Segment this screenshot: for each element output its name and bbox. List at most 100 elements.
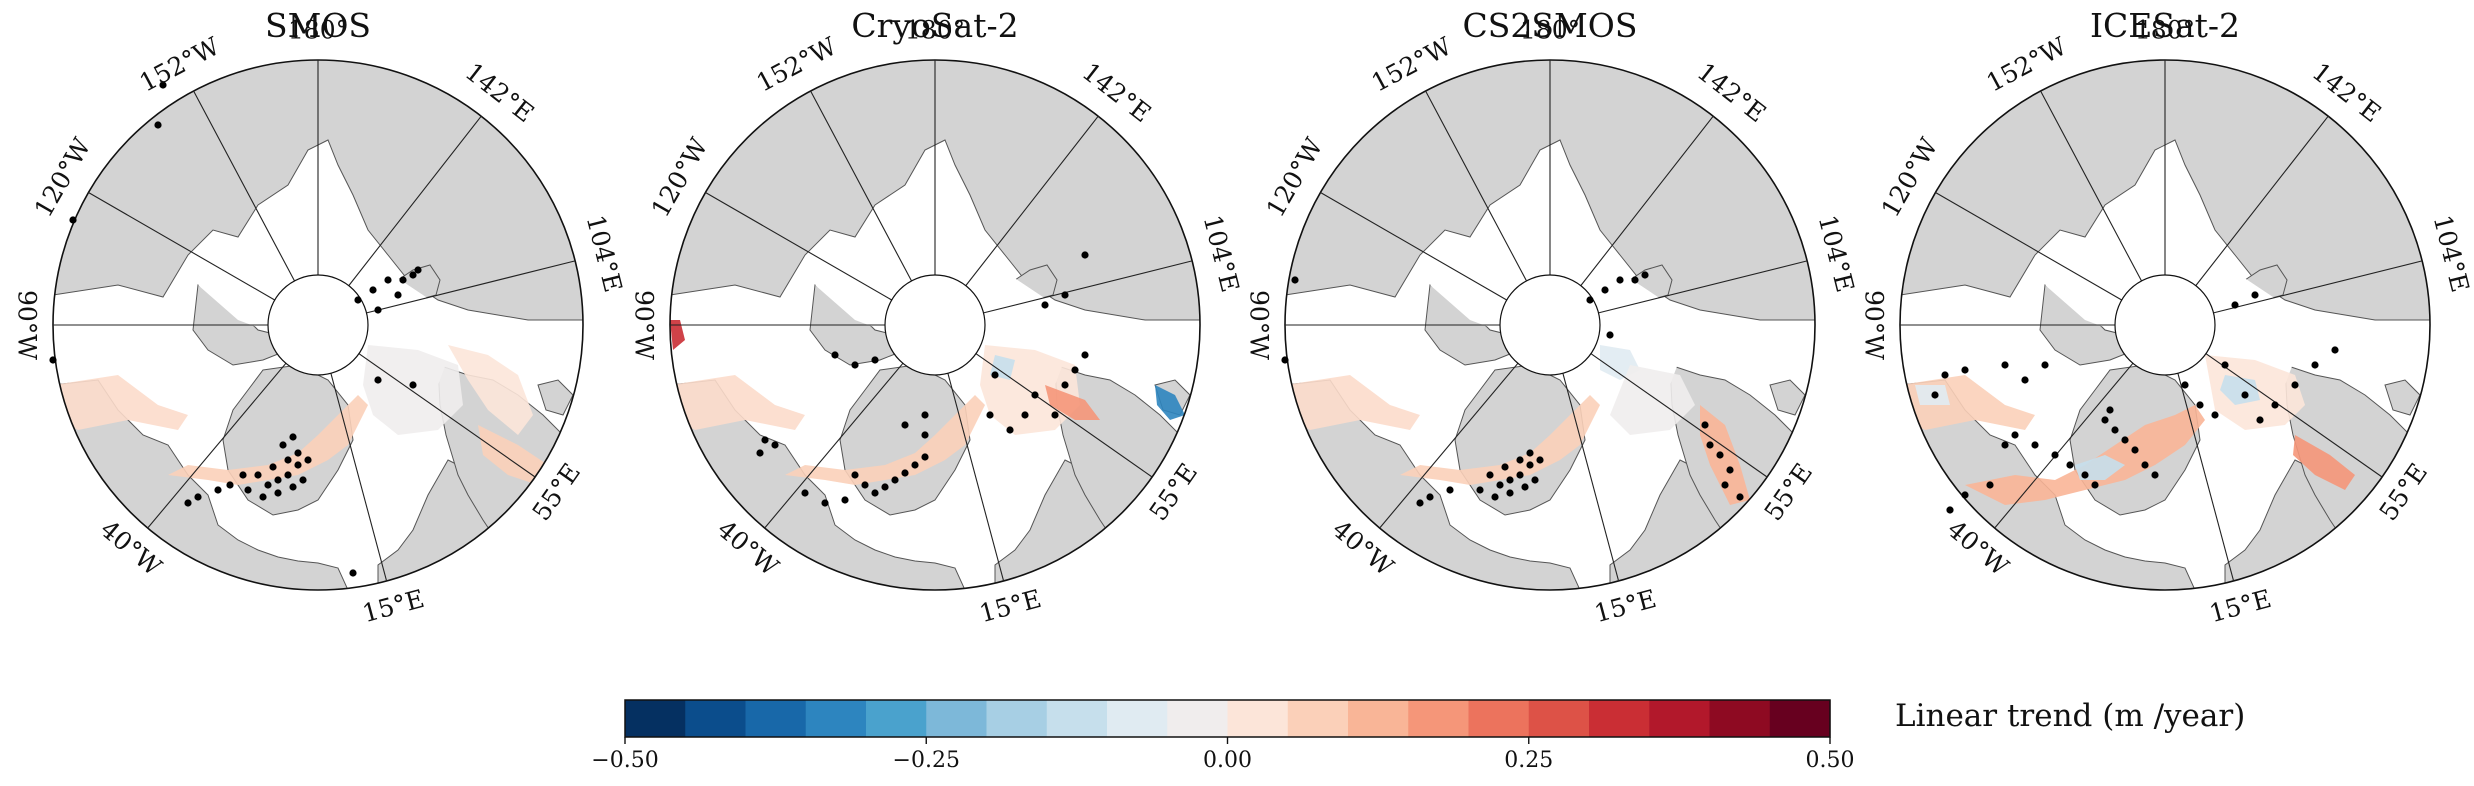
trend-patch <box>363 345 463 435</box>
meridian-line <box>2213 260 2423 314</box>
significance-dot <box>1941 371 1949 379</box>
significance-dot <box>831 351 839 359</box>
colorbar-label: Linear trend (m /year) <box>1895 698 2245 734</box>
significance-dot <box>891 476 899 484</box>
significance-dot <box>1061 291 1069 299</box>
significance-dot <box>871 489 879 497</box>
meridian-line <box>2195 115 2329 286</box>
colorbar-swatch <box>1589 700 1650 737</box>
colorbar-tick-label: 0.00 <box>1203 748 1252 773</box>
significance-dot <box>761 436 769 444</box>
significance-dot <box>1281 356 1289 364</box>
significance-dot <box>299 476 307 484</box>
meridian-line <box>1425 90 1527 282</box>
colorbar-tick-label: −0.25 <box>893 748 960 773</box>
significance-dot <box>239 471 247 479</box>
significance-dot <box>2101 416 2109 424</box>
significance-dot <box>1476 486 1484 494</box>
pole-hole <box>884 274 986 376</box>
meridian-line <box>705 192 892 301</box>
colorbar-swatch <box>986 700 1048 737</box>
significance-dot <box>1531 476 1539 484</box>
significance-dot <box>2196 401 2204 409</box>
significance-dot <box>184 499 192 507</box>
significance-dot <box>2001 441 2009 449</box>
significance-dot <box>756 449 764 457</box>
significance-dot <box>2081 471 2089 479</box>
colorbar-swatch <box>1528 700 1590 737</box>
significance-dot <box>279 441 287 449</box>
significance-dot <box>1081 351 1089 359</box>
significance-dot <box>991 371 999 379</box>
longitude-label: 90°W <box>13 290 42 360</box>
significance-dot <box>1496 481 1504 489</box>
significance-dot <box>264 481 272 489</box>
longitude-label: 15°E <box>2206 584 2274 628</box>
meridian-line <box>330 373 388 582</box>
significance-dot <box>274 489 282 497</box>
longitude-label: 15°E <box>1591 584 1659 628</box>
significance-dot <box>901 421 909 429</box>
significance-dot <box>771 441 779 449</box>
significance-dot <box>1726 466 1734 474</box>
significance-dot <box>49 356 57 364</box>
significance-dot <box>1946 506 1954 514</box>
significance-dot <box>374 306 382 314</box>
significance-dot <box>921 431 929 439</box>
significance-dot <box>921 453 929 461</box>
longitude-label: 15°E <box>359 584 427 628</box>
meridian-line <box>947 373 1005 582</box>
significance-dot <box>1506 476 1514 484</box>
meridian-line <box>2177 373 2235 582</box>
significance-dot <box>901 469 909 477</box>
significance-dot <box>2031 441 2039 449</box>
significance-dot <box>1416 499 1424 507</box>
significance-dot <box>214 486 222 494</box>
significance-dot <box>2011 431 2019 439</box>
map-content <box>53 60 583 590</box>
significance-dot <box>1491 493 1499 501</box>
significance-dot <box>1081 251 1089 259</box>
meridian-line <box>764 362 904 529</box>
significance-dot <box>2221 361 2229 369</box>
significance-dot <box>1526 449 1534 457</box>
significance-dot <box>154 121 162 129</box>
significance-dot <box>911 461 919 469</box>
significance-dot <box>159 81 167 89</box>
significance-dot <box>1961 491 1969 499</box>
longitude-label: 90°W <box>1860 290 1889 360</box>
longitude-label: 90°W <box>1245 290 1274 360</box>
significance-dot <box>1516 456 1524 464</box>
significance-dot <box>294 449 302 457</box>
significance-dot <box>851 361 859 369</box>
significance-dot <box>1426 493 1434 501</box>
meridian-line <box>1320 192 1507 301</box>
significance-dot <box>394 291 402 299</box>
significance-dot <box>284 456 292 464</box>
panel-title: CryoSat-2 <box>851 6 1018 45</box>
trend-patch <box>1400 395 1600 485</box>
significance-dot <box>2331 346 2339 354</box>
colorbar-swatch <box>625 700 686 737</box>
longitude-label: 15°E <box>976 584 1044 628</box>
colorbar-swatch <box>1287 700 1349 737</box>
significance-dot <box>226 481 234 489</box>
significance-dot <box>384 276 392 284</box>
meridian-line <box>88 192 275 301</box>
significance-dot <box>194 493 202 501</box>
panel-title: SMOS <box>265 6 371 45</box>
pole-hole <box>1499 274 1601 376</box>
colorbar-tick-label: 0.50 <box>1806 748 1855 773</box>
trend-patch <box>168 395 368 485</box>
significance-dot <box>409 381 417 389</box>
longitude-label: 104°E <box>1198 212 1245 295</box>
significance-dot <box>2181 381 2189 389</box>
trend-patch <box>1155 385 1185 420</box>
colorbar-swatches <box>625 700 1831 737</box>
meridian-line <box>1590 353 1768 478</box>
meridian-line <box>2040 90 2142 282</box>
significance-dot <box>2001 361 2009 369</box>
